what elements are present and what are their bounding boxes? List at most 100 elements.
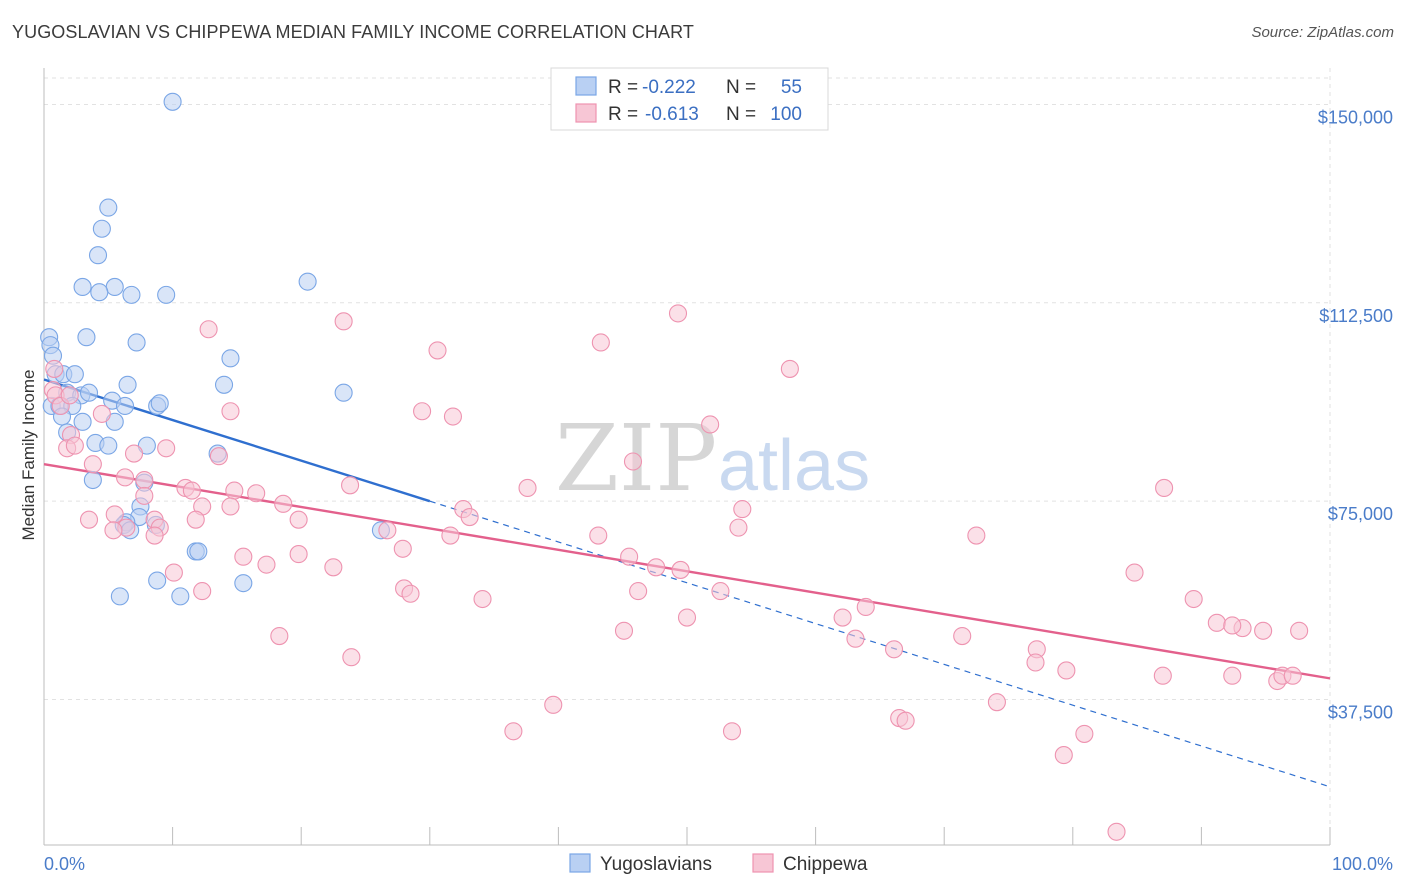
point-chippewa-44	[79, 510, 99, 529]
y-axis-label: Median Family Income	[19, 369, 38, 540]
point-yugoslavians-7	[122, 285, 141, 304]
point-chippewa-8	[591, 333, 610, 352]
point-chippewa-21	[209, 447, 228, 466]
point-yugoslavians-1	[99, 198, 118, 217]
point-chippewa-14	[701, 415, 720, 434]
point-chippewa-49	[441, 526, 460, 545]
point-chippewa-76	[1254, 621, 1273, 640]
point-chippewa-56	[289, 545, 308, 564]
point-chippewa-73	[1207, 613, 1226, 632]
point-yugoslavians-2	[92, 219, 111, 238]
point-chippewa-77	[1290, 621, 1309, 640]
point-chippewa-62	[1125, 563, 1144, 582]
point-yugoslavians-50	[189, 542, 208, 561]
point-yugoslavians-37	[99, 436, 118, 455]
point-chippewa-47	[145, 526, 164, 545]
bottom-legend-swatch-yugoslavians	[569, 853, 591, 873]
point-yugoslavians-3	[88, 246, 108, 265]
point-chippewa-25	[115, 468, 135, 487]
point-chippewa-38	[274, 494, 293, 513]
point-chippewa-46	[104, 521, 123, 540]
point-chippewa-50	[589, 526, 608, 545]
point-chippewa-9	[668, 304, 688, 323]
point-yugoslavians-11	[77, 328, 96, 347]
point-yugoslavians-9	[298, 272, 317, 291]
point-chippewa-0	[45, 359, 64, 378]
point-chippewa-5	[199, 320, 218, 339]
point-chippewa-6	[334, 312, 353, 331]
point-chippewa-39	[289, 510, 308, 529]
point-chippewa-35	[182, 481, 201, 500]
watermark-atlas: atlas	[718, 426, 870, 506]
point-chippewa-26	[135, 470, 154, 490]
point-chippewa-67	[473, 589, 492, 609]
point-chippewa-4	[60, 386, 79, 405]
legend-n-label-2: N =	[726, 104, 756, 125]
bottom-legend-swatch-chippewa	[752, 853, 774, 873]
legend-r-label-2: R =	[608, 104, 638, 125]
bottom-legend-label-yugoslavians: Yugoslavians	[600, 854, 712, 875]
point-chippewa-92	[1283, 666, 1302, 685]
point-chippewa-29	[247, 484, 266, 503]
point-yugoslavians-18	[65, 365, 84, 384]
point-chippewa-7	[428, 341, 447, 360]
x-tick-label-0: 0.0%	[44, 854, 85, 874]
point-chippewa-16	[92, 404, 111, 423]
point-yugoslavians-31	[150, 394, 169, 413]
point-chippewa-82	[270, 627, 289, 646]
point-chippewa-11	[221, 402, 240, 421]
point-yugoslavians-54	[171, 587, 190, 606]
point-chippewa-28	[225, 481, 244, 500]
x-tick-labels: 0.0% 100.0%	[44, 854, 1393, 874]
point-chippewa-81	[953, 627, 972, 646]
legend-swatch-chippewa	[575, 103, 597, 123]
point-yugoslavians-53	[110, 587, 129, 606]
bottom-legend: Yugoslavians Chippewa	[569, 853, 868, 875]
point-chippewa-97	[504, 722, 523, 741]
point-chippewa-71	[856, 597, 875, 617]
point-chippewa-43	[186, 510, 205, 529]
point-chippewa-64	[193, 582, 212, 601]
point-yugoslavians-30	[115, 396, 135, 416]
point-chippewa-34	[135, 486, 154, 505]
point-yugoslavians-8	[157, 285, 176, 304]
point-yugoslavians-0	[163, 92, 182, 111]
point-yugoslavians-5	[105, 277, 124, 296]
legend-r-value-1: -0.222	[642, 77, 696, 98]
point-chippewa-99	[1075, 724, 1094, 743]
point-chippewa-101	[1107, 822, 1126, 841]
legend-r-label-1: R =	[608, 77, 638, 98]
point-chippewa-51	[733, 500, 752, 519]
legend-n-label-1: N =	[726, 77, 756, 98]
y-tick-label-2: $75,000	[1328, 504, 1393, 524]
data-points	[40, 92, 1309, 841]
point-yugoslavians-34	[73, 412, 92, 431]
legend: R = -0.222 N = 55 R = -0.613 N = 100	[550, 67, 829, 131]
y-tick-labels: $150,000 $112,500 $75,000 $37,500	[1318, 107, 1393, 722]
point-yugoslavians-15	[221, 349, 240, 368]
point-yugoslavians-21	[334, 383, 353, 402]
point-yugoslavians-40	[83, 470, 102, 490]
point-yugoslavians-20	[214, 375, 234, 394]
point-chippewa-13	[443, 407, 462, 426]
point-chippewa-78	[677, 608, 697, 627]
point-yugoslavians-33	[105, 412, 124, 431]
legend-n-value-2: 100	[770, 104, 802, 125]
point-chippewa-68	[711, 582, 730, 601]
point-chippewa-20	[124, 444, 144, 463]
point-chippewa-60	[647, 558, 666, 577]
point-chippewa-10	[780, 359, 799, 378]
point-chippewa-33	[1155, 478, 1174, 497]
point-chippewa-83	[342, 648, 361, 667]
axes	[43, 68, 1331, 846]
point-yugoslavians-24	[79, 383, 99, 402]
legend-r-value-2: -0.613	[645, 104, 699, 125]
point-chippewa-31	[518, 478, 537, 497]
point-chippewa-86	[1026, 653, 1045, 672]
point-chippewa-32	[623, 452, 643, 471]
point-chippewa-55	[257, 555, 276, 574]
point-yugoslavians-51	[148, 571, 167, 590]
point-yugoslavians-38	[137, 436, 156, 455]
point-yugoslavians-19	[118, 375, 137, 394]
